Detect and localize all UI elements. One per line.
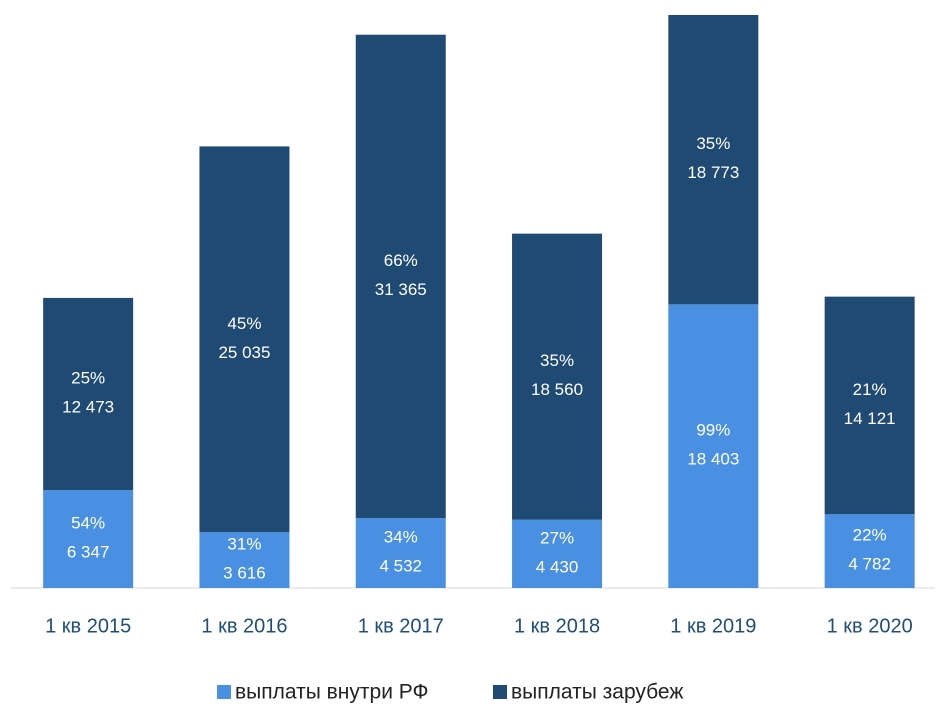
x-tick-label: 1 кв 2019	[670, 615, 756, 637]
x-tick-label: 1 кв 2016	[201, 615, 287, 637]
value-label: 18 403	[687, 450, 739, 469]
bar-segment	[512, 233, 603, 520]
value-label: 25 035	[218, 343, 270, 362]
percent-label: 54%	[71, 514, 105, 533]
x-tick-label: 1 кв 2020	[827, 615, 913, 637]
value-label: 3 616	[223, 564, 266, 583]
bar-segment	[43, 490, 134, 588]
percent-label: 45%	[227, 314, 261, 333]
value-label: 4 782	[848, 555, 891, 574]
value-label: 31 365	[375, 280, 427, 299]
value-label: 18 773	[687, 163, 739, 182]
bar-segment	[355, 518, 446, 588]
value-label: 18 560	[531, 380, 583, 399]
percent-label: 27%	[540, 528, 574, 547]
percent-label: 21%	[853, 380, 887, 399]
legend-label: выплаты внутри РФ	[235, 681, 429, 704]
value-label: 4 532	[379, 557, 422, 576]
percent-label: 99%	[696, 421, 730, 440]
bar-segment	[668, 304, 759, 588]
percent-label: 66%	[384, 251, 418, 270]
bar-segment	[668, 15, 759, 305]
value-label: 6 347	[67, 543, 110, 562]
legend-swatch	[493, 685, 507, 699]
percent-label: 22%	[853, 526, 887, 545]
bar-segment	[43, 297, 134, 491]
x-tick-label: 1 кв 2018	[514, 615, 600, 637]
percent-label: 35%	[696, 134, 730, 153]
bar-segment	[824, 296, 915, 515]
x-tick-label: 1 кв 2015	[45, 615, 131, 637]
bar-segment	[355, 34, 446, 519]
value-label: 14 121	[844, 409, 896, 428]
value-label: 4 430	[536, 557, 579, 576]
percent-label: 25%	[71, 369, 105, 388]
bar-segment	[199, 146, 290, 533]
bar-segment	[824, 514, 915, 588]
x-tick-label: 1 кв 2017	[358, 615, 444, 637]
bar-segment	[199, 532, 290, 588]
percent-label: 34%	[384, 528, 418, 547]
value-label: 12 473	[62, 398, 114, 417]
percent-label: 31%	[227, 535, 261, 554]
legend-label: выплаты зарубеж	[511, 681, 683, 704]
bar-segment	[512, 519, 603, 588]
legend-swatch	[217, 685, 231, 699]
percent-label: 35%	[540, 351, 574, 370]
